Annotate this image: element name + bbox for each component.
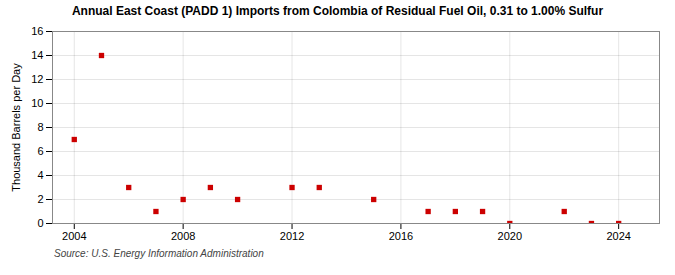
svg-text:6: 6 xyxy=(37,145,43,157)
html-text:Source: U.S. Energy Informatio: Source: U.S. Energy Information Administ… xyxy=(54,248,264,259)
svg-text:4: 4 xyxy=(37,169,43,181)
svg-text:2004: 2004 xyxy=(62,230,86,242)
svg-text:Thousand Barrels per Day: Thousand Barrels per Day xyxy=(10,63,22,192)
svg-text:2020: 2020 xyxy=(498,230,522,242)
svg-text:0: 0 xyxy=(37,217,43,229)
svg-text:12: 12 xyxy=(31,73,43,85)
svg-text:2012: 2012 xyxy=(280,230,304,242)
svg-text:2024: 2024 xyxy=(606,230,630,242)
svg-text:2016: 2016 xyxy=(389,230,413,242)
html-text:Annual East Coast (PADD 1) Imp: Annual East Coast (PADD 1) Imports from … xyxy=(71,4,604,18)
svg-text:16: 16 xyxy=(31,25,43,37)
svg-text:2008: 2008 xyxy=(171,230,195,242)
svg-text:2: 2 xyxy=(37,193,43,205)
svg-text:14: 14 xyxy=(31,49,43,61)
svg-text:10: 10 xyxy=(31,97,43,109)
svg-text:8: 8 xyxy=(37,121,43,133)
